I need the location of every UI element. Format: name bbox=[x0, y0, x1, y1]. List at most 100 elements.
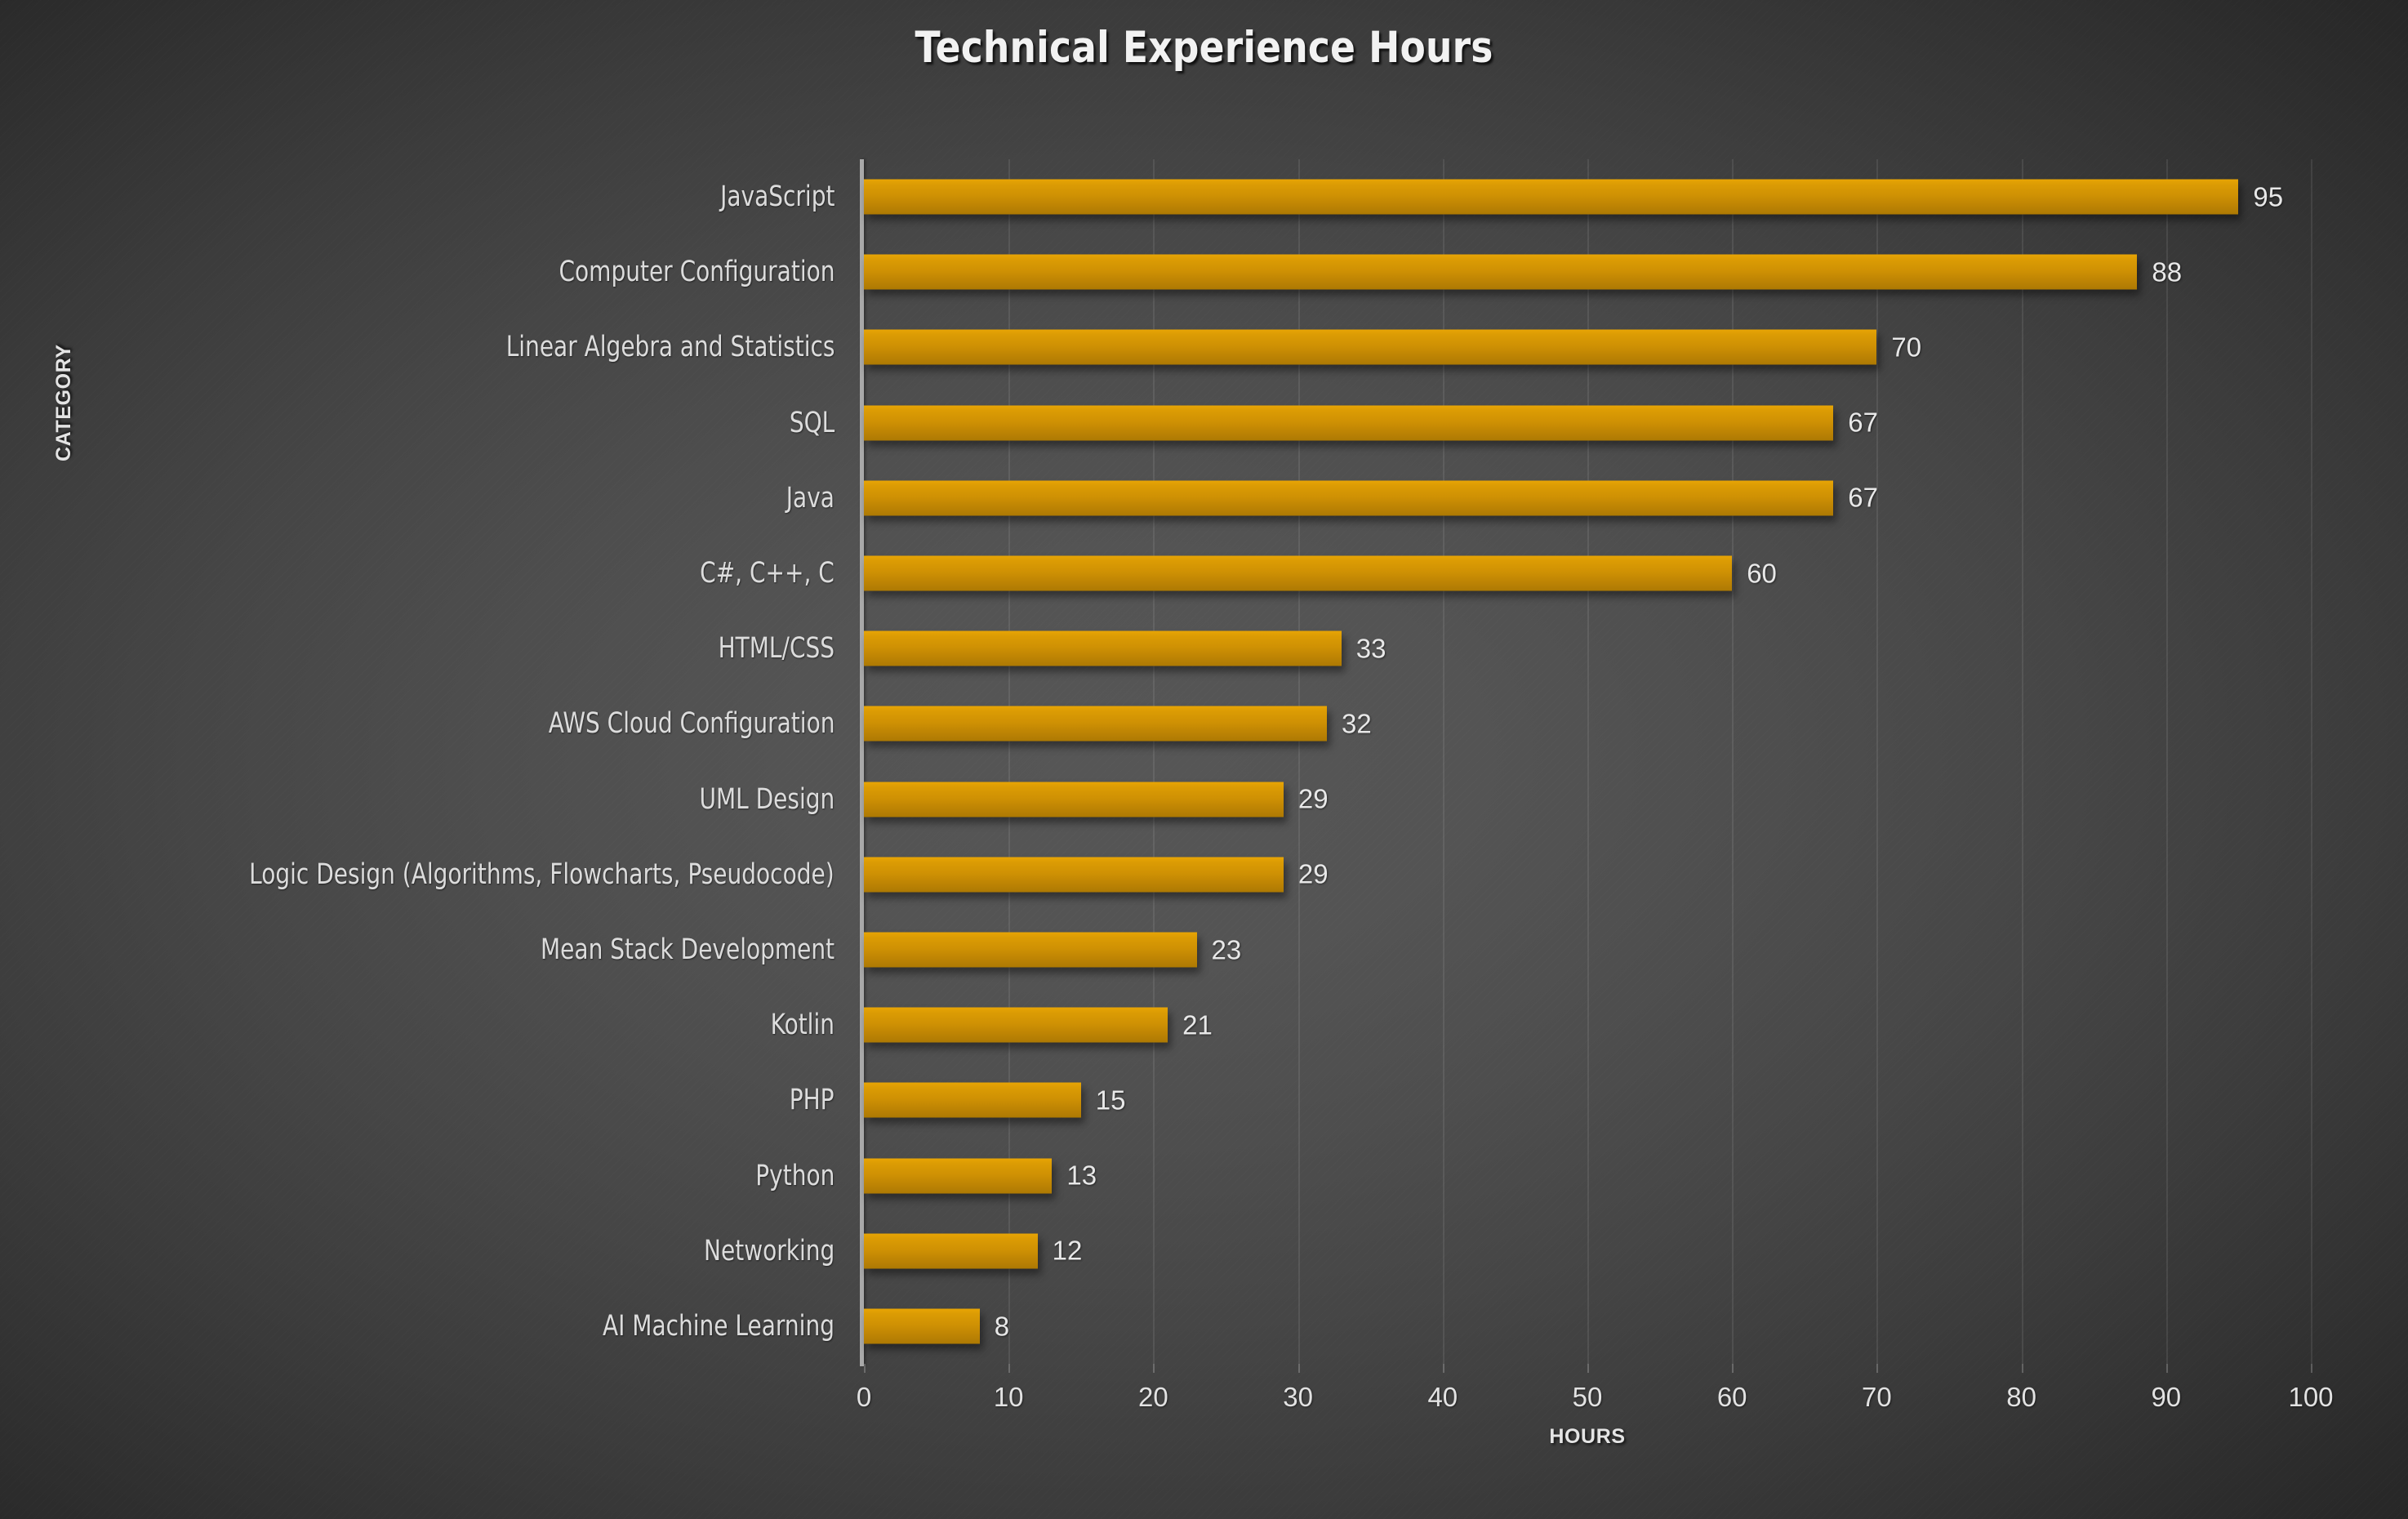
category-label: AWS Cloud Configuration bbox=[548, 707, 835, 741]
bar[interactable] bbox=[864, 932, 1197, 968]
gridline bbox=[1442, 159, 1444, 1364]
x-axis-tick-label: 10 bbox=[993, 1382, 1024, 1412]
x-axis-tick bbox=[1153, 1364, 1155, 1373]
bar[interactable] bbox=[864, 179, 2239, 215]
category-label: SQL bbox=[789, 406, 835, 439]
x-axis-tick-label: 80 bbox=[2006, 1382, 2036, 1412]
bar-row[interactable]: Python 13 bbox=[0, 1138, 2408, 1214]
gridline bbox=[1153, 159, 1155, 1364]
bar[interactable] bbox=[864, 329, 1877, 365]
bar[interactable] bbox=[864, 1308, 980, 1344]
bar-row[interactable]: Kotlin 21 bbox=[0, 987, 2408, 1062]
bar-row[interactable]: Logic Design (Algorithms, Flowcharts, Ps… bbox=[0, 837, 2408, 912]
gridline bbox=[2165, 159, 2168, 1364]
category-label: JavaScript bbox=[719, 180, 835, 213]
gridline bbox=[1297, 159, 1300, 1364]
x-axis-tick bbox=[2165, 1364, 2168, 1373]
bar-row[interactable]: Networking 12 bbox=[0, 1214, 2408, 1289]
x-axis-tick-label: 100 bbox=[2288, 1382, 2334, 1412]
x-axis-tick bbox=[2311, 1364, 2312, 1373]
x-axis-tick-label: 70 bbox=[1862, 1382, 1892, 1412]
bar-container: 13 bbox=[864, 1158, 1097, 1194]
bar-value-label: 33 bbox=[1355, 633, 1386, 664]
bar[interactable] bbox=[864, 480, 1834, 516]
bar-value-label: 15 bbox=[1095, 1085, 1126, 1116]
category-label: Python bbox=[754, 1159, 835, 1192]
bar-value-label: 23 bbox=[1211, 934, 1242, 964]
bar-value-label: 32 bbox=[1342, 708, 1372, 739]
bar[interactable] bbox=[864, 1007, 1168, 1043]
bar[interactable] bbox=[864, 555, 1733, 591]
gridline bbox=[1732, 159, 1734, 1364]
bar-container: 15 bbox=[864, 1082, 1126, 1118]
bar-row[interactable]: UML Design 29 bbox=[0, 762, 2408, 837]
bar-container: 60 bbox=[864, 555, 1777, 591]
category-label: AI Machine Learning bbox=[603, 1310, 835, 1343]
category-label: PHP bbox=[790, 1084, 835, 1117]
bar-row[interactable]: AWS Cloud Configuration 32 bbox=[0, 686, 2408, 761]
bar-row[interactable]: SQL 67 bbox=[0, 385, 2408, 461]
bar-row[interactable]: JavaScript 95 bbox=[0, 159, 2408, 234]
bar[interactable] bbox=[864, 405, 1834, 441]
bar-value-label: 95 bbox=[2253, 181, 2284, 212]
bar-value-label: 8 bbox=[994, 1311, 1010, 1341]
bar-value-label: 29 bbox=[1297, 783, 1329, 814]
x-axis-tick bbox=[1442, 1364, 1444, 1373]
bar[interactable] bbox=[864, 1158, 1053, 1194]
bar-container: 95 bbox=[864, 179, 2284, 215]
bar-row[interactable]: Mean Stack Development 23 bbox=[0, 912, 2408, 987]
x-axis-tick-label: 30 bbox=[1283, 1382, 1313, 1412]
bar[interactable] bbox=[864, 857, 1284, 893]
bar-container: 29 bbox=[864, 782, 1329, 817]
bar-row[interactable]: AI Machine Learning 8 bbox=[0, 1289, 2408, 1364]
category-label: HTML/CSS bbox=[718, 632, 835, 666]
x-axis-tick bbox=[1876, 1364, 1879, 1373]
bar[interactable] bbox=[864, 630, 1342, 666]
category-label: Networking bbox=[703, 1234, 835, 1267]
category-label: Logic Design (Algorithms, Flowcharts, Ps… bbox=[249, 858, 835, 891]
bar-row[interactable]: Java 67 bbox=[0, 461, 2408, 536]
category-label: Kotlin bbox=[770, 1009, 835, 1042]
bar-container: 32 bbox=[864, 706, 1372, 742]
category-label: Mean Stack Development bbox=[540, 933, 835, 966]
y-axis-line bbox=[860, 159, 864, 1366]
bar-container: 12 bbox=[864, 1233, 1083, 1269]
x-axis-tick-label: 60 bbox=[1716, 1382, 1747, 1412]
x-axis-tick-label: 20 bbox=[1138, 1382, 1168, 1412]
bar-value-label: 70 bbox=[1891, 332, 1922, 363]
x-axis-tick bbox=[1297, 1364, 1300, 1373]
gridline bbox=[1008, 159, 1011, 1364]
plot-area bbox=[864, 159, 2312, 1364]
bar-container: 23 bbox=[864, 932, 1242, 968]
bar-row[interactable]: C#, C++, C 60 bbox=[0, 536, 2408, 611]
bar[interactable] bbox=[864, 1233, 1038, 1269]
gridline bbox=[1587, 159, 1589, 1364]
bar-container: 21 bbox=[864, 1007, 1213, 1043]
bar-value-label: 67 bbox=[1848, 407, 1878, 438]
bar[interactable] bbox=[864, 1082, 1081, 1118]
bar[interactable] bbox=[864, 782, 1284, 817]
chart-title: Technical Experience Hours bbox=[915, 23, 1493, 73]
bar-row[interactable]: Computer Configuration 88 bbox=[0, 234, 2408, 310]
bar-row[interactable]: Linear Algebra and Statistics 70 bbox=[0, 310, 2408, 385]
bar-value-label: 21 bbox=[1182, 1009, 1213, 1040]
x-axis-title: HOURS bbox=[1549, 1425, 1626, 1448]
x-axis-tick-label: 0 bbox=[856, 1382, 872, 1412]
bar-value-label: 12 bbox=[1052, 1235, 1083, 1266]
x-axis-tick bbox=[1587, 1364, 1589, 1373]
bar-container: 29 bbox=[864, 857, 1329, 893]
x-axis-tick-label: 50 bbox=[1572, 1382, 1603, 1412]
x-axis-tick bbox=[1008, 1364, 1011, 1373]
bar[interactable] bbox=[864, 254, 2138, 290]
bar-row[interactable]: HTML/CSS 33 bbox=[0, 611, 2408, 686]
bar-container: 8 bbox=[864, 1308, 1010, 1344]
bar[interactable] bbox=[864, 706, 1328, 742]
bar-container: 70 bbox=[864, 329, 1922, 365]
bar-row[interactable]: PHP 15 bbox=[0, 1062, 2408, 1138]
category-label: C#, C++, C bbox=[700, 557, 835, 590]
bar-value-label: 67 bbox=[1848, 482, 1878, 513]
bar-container: 88 bbox=[864, 254, 2182, 290]
bar-container: 33 bbox=[864, 630, 1386, 666]
gridline bbox=[2021, 159, 2023, 1364]
gridline bbox=[2311, 159, 2312, 1364]
